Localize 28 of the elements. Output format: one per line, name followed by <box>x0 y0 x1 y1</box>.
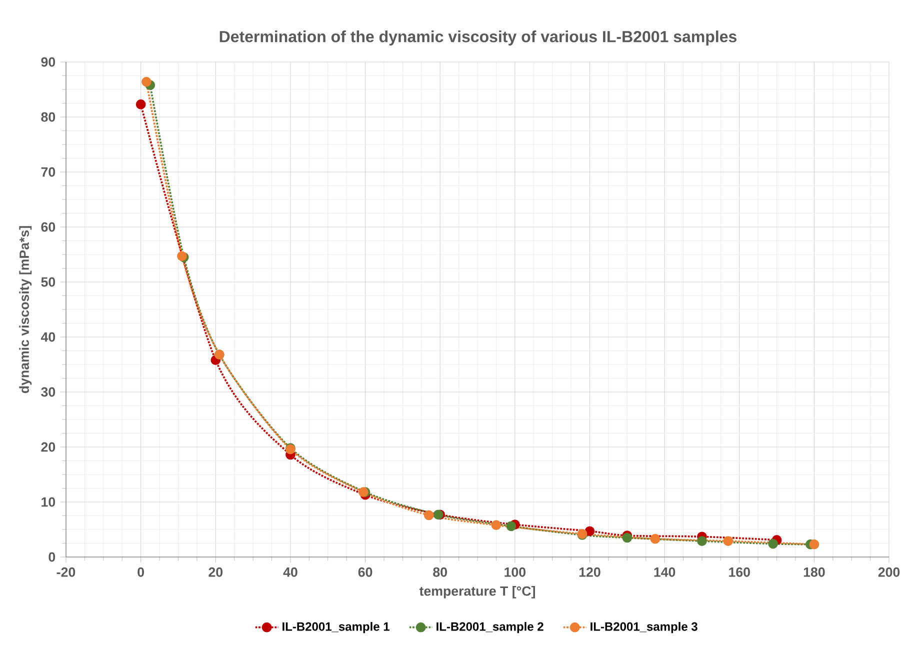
y-tick-label: 10 <box>42 497 56 507</box>
y-tick-label: 70 <box>41 167 56 177</box>
x-axis-title: temperature T [°C] <box>419 586 535 598</box>
x-tick-label: 100 <box>504 567 526 577</box>
y-tick-label: 20 <box>41 442 56 452</box>
y-tick-label: 0 <box>48 552 56 562</box>
x-tick-label: 160 <box>729 567 750 577</box>
x-tick-label: 60 <box>358 567 372 577</box>
y-tick-label: 60 <box>41 222 56 232</box>
x-tick-label: 200 <box>878 567 900 577</box>
y-tick-label: 50 <box>41 277 56 287</box>
y-tick-label: 40 <box>40 332 56 342</box>
y-tick-label: 30 <box>41 387 56 397</box>
y-tick-label: 80 <box>41 112 56 122</box>
x-tick-label: 180 <box>804 567 825 577</box>
legend-label: IL-B2001_sample 1 <box>282 622 390 634</box>
legend-label: IL-B2001_sample 2 <box>436 622 544 634</box>
x-tick-label: 40 <box>283 567 298 577</box>
x-tick-label: 0 <box>138 567 144 577</box>
x-tick-label: 140 <box>654 567 676 577</box>
x-tick-label: 120 <box>579 567 600 577</box>
legend-label: IL-B2001_sample 3 <box>590 622 698 634</box>
x-tick-label: 20 <box>208 567 223 577</box>
x-tick-label: -20 <box>56 567 76 577</box>
y-tick-label: 90 <box>41 57 56 67</box>
x-tick-label: 80 <box>433 567 447 577</box>
y-axis-title: dynamic viscosity [mPa*s] <box>19 226 32 394</box>
chart-title: Determination of the dynamic viscosity of various IL-B2001 samples <box>220 30 737 46</box>
